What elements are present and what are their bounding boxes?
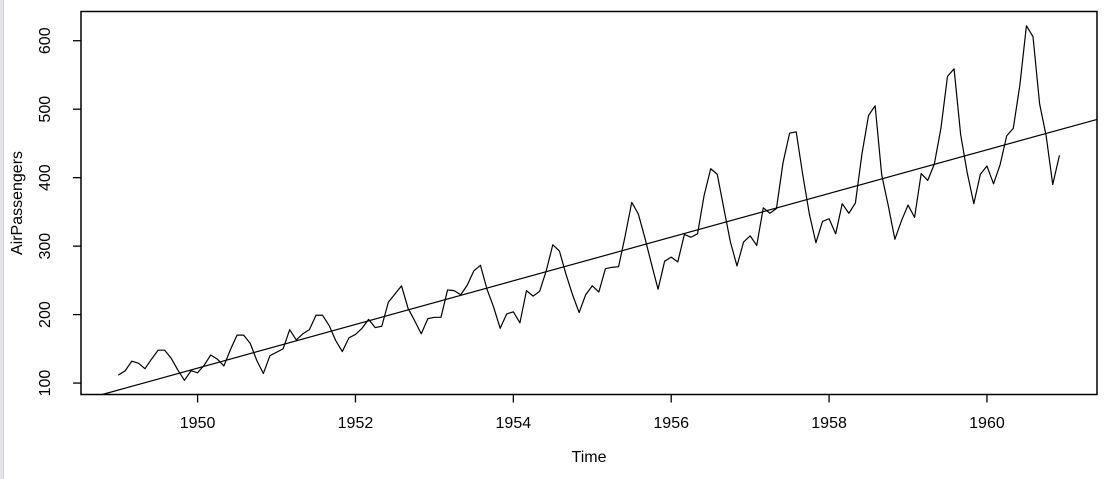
y-tick-label: 500 bbox=[37, 96, 54, 123]
x-tick-label: 1952 bbox=[338, 415, 374, 432]
x-axis-title: Time bbox=[572, 449, 607, 466]
y-tick-label: 100 bbox=[37, 370, 54, 397]
y-tick-label: 400 bbox=[37, 164, 54, 191]
trend-line bbox=[102, 118, 1098, 396]
x-tick-label: 1954 bbox=[496, 415, 532, 432]
plot-box bbox=[80, 10, 1098, 396]
y-tick-label: 300 bbox=[37, 233, 54, 260]
y-tick-label: 600 bbox=[37, 27, 54, 54]
series-line-AirPassengers bbox=[118, 25, 1060, 381]
y-tick-label: 200 bbox=[37, 301, 54, 328]
x-tick-label: 1950 bbox=[180, 415, 216, 432]
x-tick-label: 1958 bbox=[811, 415, 847, 432]
y-axis-title: AirPassengers bbox=[9, 151, 26, 255]
window-edge-strip bbox=[0, 0, 4, 479]
x-tick-label: 1960 bbox=[969, 415, 1005, 432]
x-tick-label: 1956 bbox=[653, 415, 689, 432]
